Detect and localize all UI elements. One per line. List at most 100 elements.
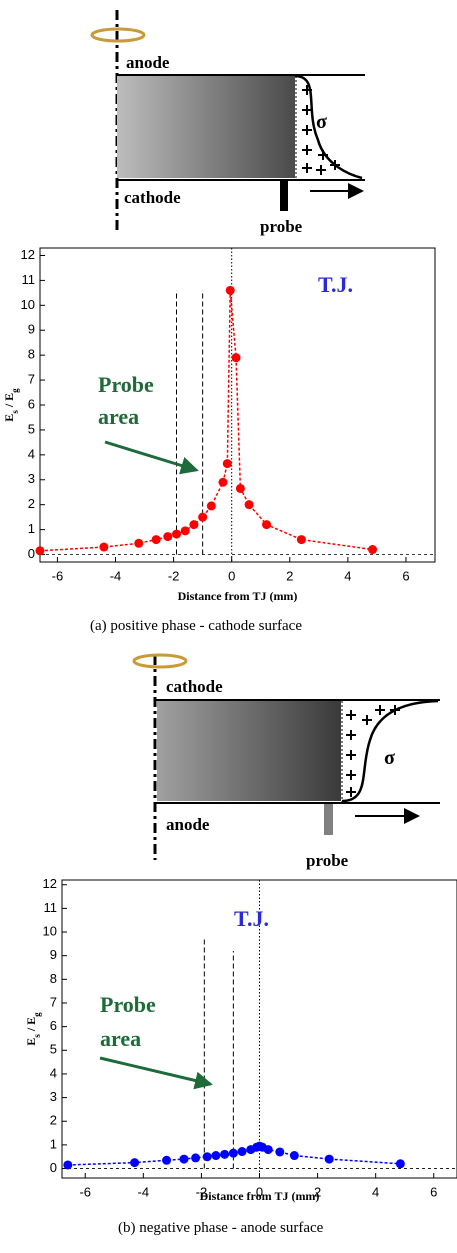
y-tick-label: 6: [28, 396, 35, 411]
data-point: [198, 512, 208, 522]
data-point: [395, 1159, 405, 1169]
data-line: [39, 290, 373, 552]
y-tick-label: 12: [43, 876, 57, 891]
data-point: [237, 1147, 247, 1157]
y-axis-label-part: / E: [2, 393, 16, 410]
x-tick-label: -2: [196, 1184, 208, 1199]
y-tick-label: 3: [50, 1089, 57, 1104]
data-point: [225, 285, 235, 295]
y-tick-label: 5: [28, 421, 35, 436]
data-point: [130, 1158, 140, 1168]
data-point: [151, 535, 161, 545]
x-axis-label: Distance from TJ (mm): [200, 1189, 320, 1203]
annotation-tj: T.J.: [318, 272, 353, 297]
x-tick-label: -4: [138, 1184, 150, 1199]
annotation-probe: area: [100, 1026, 141, 1051]
probe-label: probe: [306, 851, 349, 870]
data-point: [218, 477, 228, 487]
sigma-label: σ: [316, 111, 327, 133]
x-tick-label: 0: [228, 568, 235, 583]
data-point: [263, 1145, 273, 1155]
data-point: [134, 538, 144, 548]
data-point: [220, 1149, 230, 1159]
y-tick-label: 1: [28, 521, 35, 536]
y-tick-label: 7: [50, 994, 57, 1009]
data-point: [180, 526, 190, 536]
data-point: [206, 501, 216, 511]
y-tick-label: 8: [50, 971, 57, 986]
probe-label: probe: [260, 217, 303, 236]
y-axis-label-part: / E: [24, 1017, 38, 1034]
y-axis-label-part: s: [10, 410, 20, 414]
y-tick-label: 10: [21, 297, 35, 312]
y-tick-label: 8: [28, 347, 35, 362]
data-point: [368, 545, 378, 555]
y-tick-label: 7: [28, 372, 35, 387]
diagram-a: anode cathode probe σ: [90, 10, 365, 236]
x-tick-label: -6: [79, 1184, 91, 1199]
x-tick-label: -2: [168, 568, 180, 583]
data-point: [189, 520, 199, 530]
data-point: [63, 1160, 73, 1170]
x-tick-label: -6: [52, 568, 64, 583]
data-point: [99, 542, 109, 552]
annotation-probe: Probe: [98, 372, 154, 397]
y-axis-label-part: g: [32, 1012, 42, 1017]
annotation-probe: area: [98, 404, 139, 429]
y-tick-label: 0: [50, 1160, 57, 1175]
data-point: [179, 1154, 189, 1164]
data-point: [211, 1151, 221, 1161]
bottom-label: cathode: [124, 188, 181, 207]
data-point: [191, 1153, 201, 1163]
data-point: [289, 1151, 299, 1161]
y-tick-label: 0: [28, 546, 35, 561]
y-axis-label-part: g: [10, 388, 20, 393]
y-tick-label: 9: [50, 947, 57, 962]
y-axis-label-part: s: [32, 1034, 42, 1038]
y-tick-label: 9: [28, 322, 35, 337]
y-axis-label-part: E: [2, 414, 16, 422]
y-tick-label: 10: [43, 923, 57, 938]
x-axis-label: Distance from TJ (mm): [178, 589, 298, 603]
data-point: [324, 1154, 334, 1164]
data-point: [228, 1148, 238, 1158]
top-label: anode: [126, 53, 170, 72]
data-point: [172, 529, 182, 539]
y-axis-label: Es / Eg: [24, 1012, 42, 1046]
top-label: cathode: [166, 677, 223, 696]
x-tick-label: 2: [314, 1184, 321, 1199]
caption: (b) negative phase - anode surface: [118, 1220, 324, 1236]
probe-arrow: [99, 1056, 213, 1090]
annotation-probe: Probe: [100, 992, 156, 1017]
diagram-b: cathode anode probe σ: [132, 653, 440, 870]
y-tick-label: 11: [44, 900, 58, 915]
y-axis-label: Es / Eg: [2, 388, 20, 422]
y-tick-label: 4: [28, 446, 35, 461]
data-point: [163, 532, 173, 542]
y-tick-label: 4: [50, 1065, 57, 1080]
y-tick-label: 2: [50, 1113, 57, 1128]
data-point: [235, 483, 245, 493]
x-tick-label: 0: [256, 1184, 263, 1199]
y-tick-label: 6: [50, 1018, 57, 1033]
y-tick-label: 5: [50, 1042, 57, 1057]
x-tick-label: 2: [286, 568, 293, 583]
y-tick-label: 3: [28, 471, 35, 486]
sigma-label: σ: [384, 747, 395, 769]
caption: (a) positive phase - cathode surface: [90, 618, 302, 634]
data-point: [162, 1155, 172, 1165]
probe-arrow: [104, 440, 199, 475]
y-tick-label: 1: [50, 1136, 57, 1151]
annotation-tj: T.J.: [234, 906, 269, 931]
data-point: [222, 459, 232, 469]
x-tick-label: 6: [402, 568, 409, 583]
y-tick-label: 2: [28, 496, 35, 511]
data-point: [35, 546, 45, 556]
x-tick-label: 4: [344, 568, 351, 583]
y-axis-label-part: E: [24, 1038, 38, 1046]
x-tick-label: 4: [372, 1184, 379, 1199]
data-point: [296, 535, 306, 545]
